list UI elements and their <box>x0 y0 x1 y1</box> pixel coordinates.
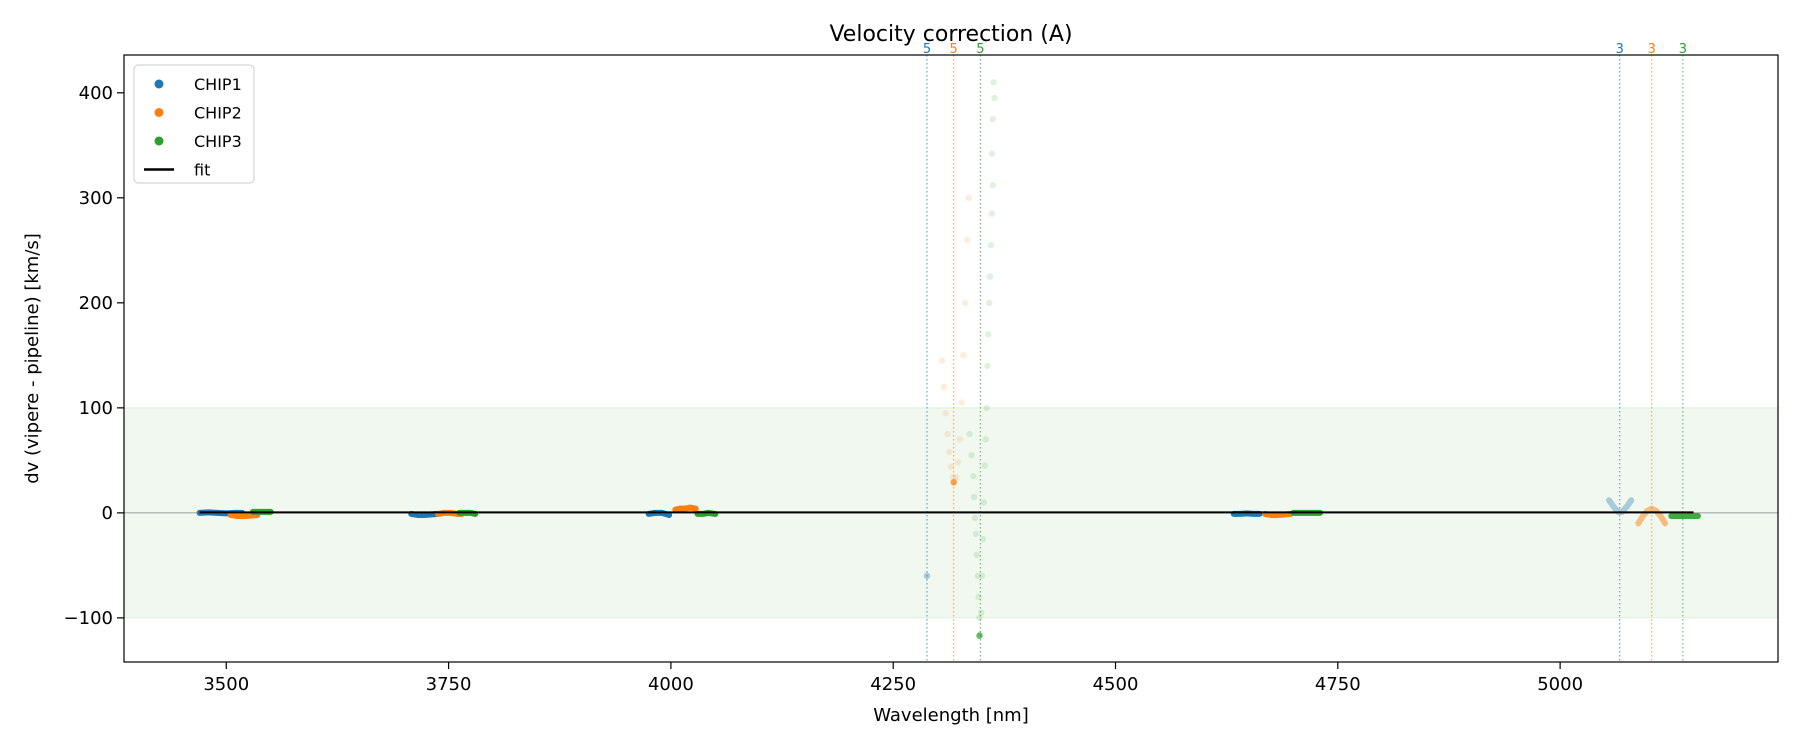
y-axis-ticks: −100 0 100 200 300 400 <box>64 83 124 629</box>
axes-border <box>123 54 1779 663</box>
x-axis-title: Wavelength [nm] <box>873 705 1029 726</box>
data-point <box>989 115 996 123</box>
legend-label-chip1: CHIP1 <box>194 75 242 94</box>
data-point <box>975 593 982 601</box>
plot-background <box>124 55 1778 662</box>
data-point <box>947 463 955 470</box>
data-point <box>974 572 981 580</box>
plot-area <box>124 55 1778 662</box>
data-point <box>944 430 951 438</box>
x-tick-label: 3500 <box>203 674 249 695</box>
data-point <box>968 451 975 459</box>
x-tick-label: 4000 <box>648 674 694 695</box>
data-point <box>923 572 931 580</box>
y-tick-label: −100 <box>64 608 113 629</box>
data-point <box>983 404 990 412</box>
data-point <box>966 430 973 438</box>
data-point <box>962 299 969 307</box>
order-marker-label: 5 <box>923 42 931 57</box>
x-tick-label: 4750 <box>1315 674 1361 695</box>
data-point <box>976 614 983 622</box>
legend-label-chip2: CHIP2 <box>194 104 242 123</box>
data-point <box>950 479 957 486</box>
data-point <box>940 383 948 391</box>
data-point <box>953 473 960 481</box>
data-segment <box>408 510 441 518</box>
data-point <box>960 352 967 359</box>
data-point <box>982 436 989 443</box>
data-point <box>989 182 996 189</box>
legend-marker-chip2 <box>154 108 164 117</box>
y-axis-title: dv (vipere - pipeline) [km/s] <box>22 233 43 484</box>
data-point <box>954 459 962 466</box>
data-point <box>988 210 996 217</box>
data-point <box>963 236 971 244</box>
order-marker-label: 3 <box>1616 42 1624 57</box>
data-point <box>986 273 994 280</box>
data-segment <box>1635 505 1669 527</box>
data-point <box>984 362 991 370</box>
y-tick-label: 200 <box>79 293 113 314</box>
data-point <box>990 79 997 86</box>
data-point <box>942 409 949 417</box>
data-point <box>981 462 988 469</box>
data-point <box>971 514 979 522</box>
data-point <box>970 472 977 480</box>
chart-title: Velocity correction (A) <box>829 22 1072 47</box>
legend-label-chip3: CHIP3 <box>194 132 242 151</box>
order-markers-layer: 5 5 5 3 3 3 <box>923 42 1687 662</box>
data-segment <box>227 511 261 520</box>
data-segment <box>1261 510 1294 518</box>
x-tick-label: 4500 <box>1093 674 1139 695</box>
data-point <box>979 535 987 543</box>
data-point <box>976 632 983 639</box>
legend: CHIP1 CHIP2 CHIP3 fit <box>133 64 255 184</box>
data-point <box>970 493 978 501</box>
data-point <box>973 551 980 559</box>
order-marker-label: 5 <box>976 42 984 57</box>
x-tick-label: 5000 <box>1537 674 1583 695</box>
data-point <box>946 448 953 456</box>
y-tick-label: 400 <box>79 83 113 104</box>
y-tick-label: 0 <box>102 503 113 524</box>
data-point <box>938 357 946 364</box>
x-tick-label: 3750 <box>426 674 472 695</box>
data-point <box>965 194 972 202</box>
x-tick-label: 4250 <box>870 674 916 695</box>
legend-marker-chip1 <box>154 79 164 89</box>
y-tick-label: 100 <box>79 398 113 419</box>
data-point <box>980 499 988 506</box>
data-point <box>986 299 993 307</box>
data-point <box>958 399 965 406</box>
data-point <box>949 473 956 481</box>
data-segment <box>1230 510 1263 517</box>
data-segment <box>694 509 719 517</box>
axes-frame <box>123 54 1779 663</box>
data-point <box>991 94 998 102</box>
order-marker-label: 3 <box>1648 42 1656 57</box>
x-axis-ticks: 3500 3750 4000 4250 4500 4750 5000 <box>203 662 1583 695</box>
legend-label-fit: fit <box>194 161 210 180</box>
legend-marker-chip3 <box>154 136 164 146</box>
order-marker-label: 3 <box>1679 42 1687 57</box>
legend-box <box>133 64 255 184</box>
order-marker-label: 5 <box>950 42 958 57</box>
data-point <box>988 150 996 157</box>
data-point <box>978 572 986 580</box>
data-point <box>987 241 995 249</box>
data-segment <box>672 504 699 513</box>
data-point <box>956 436 964 443</box>
data-point <box>985 331 992 338</box>
y-tick-label: 300 <box>79 188 113 209</box>
data-point <box>972 530 980 538</box>
data-point <box>978 609 985 616</box>
